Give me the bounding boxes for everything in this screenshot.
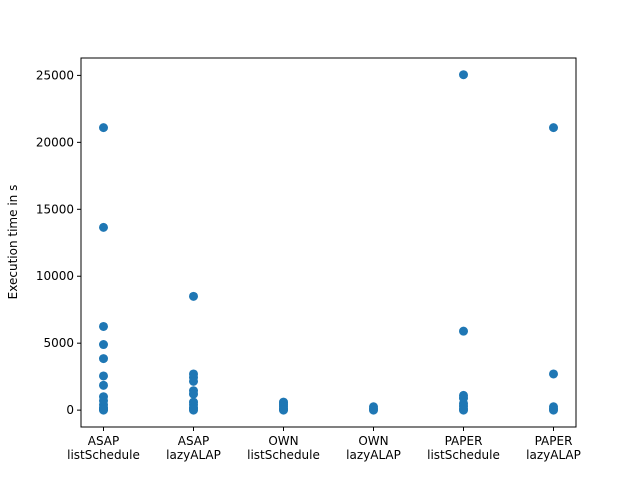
point (189, 405, 198, 415)
point (99, 340, 108, 350)
y-tick-label: 10000 (36, 269, 74, 283)
x-tick-label: PAPER (445, 434, 483, 448)
x-tick-label: listSchedule (427, 448, 500, 462)
point (99, 123, 108, 133)
x-tick-label: lazyALAP (526, 448, 581, 462)
x-tick-label: lazyALAP (166, 448, 221, 462)
point (549, 405, 558, 415)
point (189, 291, 198, 301)
y-tick-label: 5000 (43, 336, 74, 350)
point (99, 380, 108, 390)
point (369, 405, 378, 415)
point (99, 371, 108, 381)
x-tick-label: OWN (268, 434, 298, 448)
y-tick-label: 0 (66, 403, 74, 417)
x-tick-label: PAPER (535, 434, 573, 448)
point (549, 123, 558, 133)
x-tick-label: OWN (358, 434, 388, 448)
point (549, 369, 558, 379)
x-tick-label: lazyALAP (346, 448, 401, 462)
y-tick-label: 15000 (36, 202, 74, 216)
point (459, 405, 468, 415)
axes-frame (80, 57, 577, 428)
y-tick-label: 20000 (36, 135, 74, 149)
point (459, 326, 468, 336)
point (99, 354, 108, 364)
x-tick-label: listSchedule (247, 448, 320, 462)
point (279, 405, 288, 415)
point (459, 70, 468, 80)
x-tick-label: ASAP (178, 434, 210, 448)
y-axis-label: Execution time in s (6, 185, 20, 300)
y-tick-label: 25000 (36, 68, 74, 82)
point (189, 389, 198, 399)
point (99, 321, 108, 331)
point (99, 405, 108, 415)
x-tick-label: ASAP (88, 434, 120, 448)
x-tick-label: listSchedule (67, 448, 140, 462)
point (189, 376, 198, 386)
point (99, 222, 108, 232)
